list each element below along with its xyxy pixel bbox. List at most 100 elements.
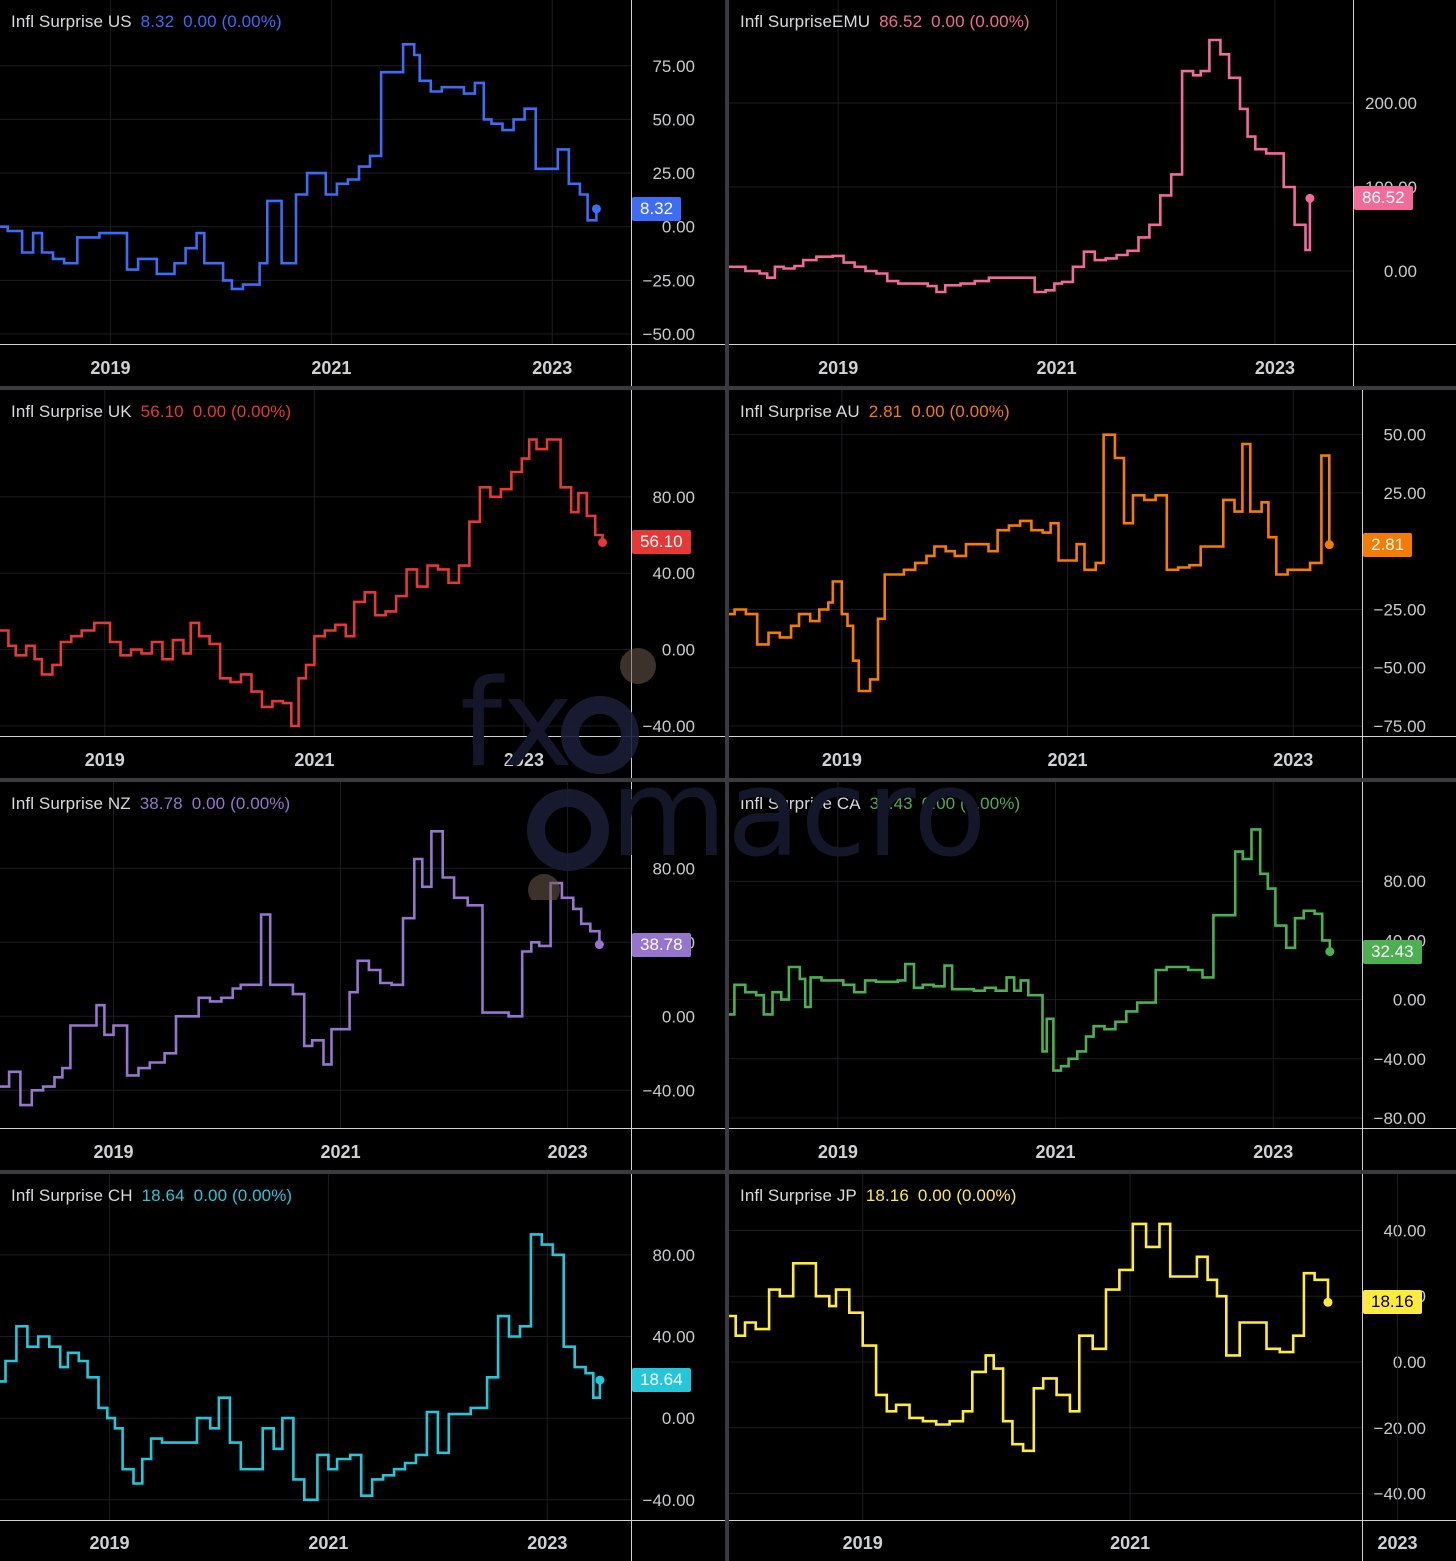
last-point-marker (595, 1375, 605, 1385)
y-tick-label: −40.00 (1374, 1050, 1426, 1069)
y-tick-label: 80.00 (652, 488, 695, 507)
x-tick-label: 2019 (818, 1142, 858, 1162)
change-value: 0.00 (921, 794, 956, 813)
legend: Infl Surprise CA 32.43 0.00 (0.00%) (740, 794, 1020, 814)
y-tick-label: 80.00 (1383, 872, 1426, 891)
symbol-name: Infl Surprise NZ (11, 794, 131, 813)
last-value: 8.32 (140, 12, 175, 31)
x-tick-label: 2019 (90, 358, 130, 378)
last-point-marker (1325, 947, 1335, 957)
last-point-marker (591, 204, 601, 214)
y-tick-label: 0.00 (662, 1007, 695, 1026)
chart-svg: 50.00 25.00 −25.00 −50.00 −75.00 2019 2021 2023 (729, 390, 1456, 778)
x-tick-label: 2019 (85, 750, 125, 770)
x-tick-label: 2023 (1273, 750, 1313, 770)
change-percent: (0.00%) (221, 12, 282, 31)
last-value: 86.52 (879, 12, 923, 31)
x-tick-label: 2021 (1037, 358, 1077, 378)
y-tick-label: 40.00 (1383, 1221, 1426, 1240)
last-value: 38.78 (139, 794, 183, 813)
y-tick-label: 40.00 (652, 1327, 695, 1346)
last-value: 32.43 (869, 794, 913, 813)
y-tick-label: 0.00 (1393, 1353, 1426, 1372)
x-tick-label: 2021 (1036, 1142, 1076, 1162)
x-tick-label: 2023 (548, 1142, 588, 1162)
series-line (729, 828, 1332, 1072)
y-tick-label: −25.00 (1374, 600, 1426, 619)
y-tick-label: −40.00 (643, 1081, 695, 1100)
change-value: 0.00 (911, 402, 945, 421)
change-value: 0.00 (917, 1186, 952, 1205)
x-tick-label: 2023 (532, 358, 572, 378)
symbol-name: Infl SurpriseEMU (740, 12, 871, 31)
series-line (729, 38, 1312, 294)
x-tick-label: 2023 (1255, 358, 1295, 378)
y-tick-label: −40.00 (1374, 1485, 1426, 1504)
change-percent: (0.00%) (230, 794, 291, 813)
x-tick-label: 2019 (818, 358, 858, 378)
series-line (0, 830, 601, 1107)
y-tick-label: 0.00 (662, 218, 695, 237)
chart-panel-uk[interactable]: 80.00 40.00 0.00 −40.00 2019 2021 2023 Infl Su… (0, 390, 725, 778)
change-value: 0.00 (193, 1186, 228, 1205)
change-value: 0.00 (183, 12, 217, 31)
last-value: 2.81 (868, 402, 903, 421)
symbol-name: Infl Surprise CH (11, 1186, 133, 1205)
x-tick-label: 2019 (89, 1533, 129, 1553)
x-tick-label: 2021 (311, 358, 351, 378)
change-percent: (0.00%) (949, 402, 1010, 421)
y-tick-label: 25.00 (1383, 484, 1426, 503)
series-line (729, 433, 1331, 693)
last-price-badge: 18.16 (1363, 1290, 1422, 1315)
y-tick-label: −40.00 (643, 717, 695, 736)
x-tick-label: 2021 (1048, 750, 1088, 770)
x-tick-label: 2021 (294, 750, 334, 770)
last-price-badge: 2.81 (1363, 532, 1413, 557)
symbol-name: Infl Surprise US (11, 12, 132, 31)
x-tick-label: 2019 (843, 1533, 883, 1553)
legend: Infl Surprise UK 56.10 0.00 (0.00%) (11, 402, 291, 422)
y-tick-label: 0.00 (1384, 262, 1417, 281)
y-tick-label: 75.00 (652, 57, 695, 76)
symbol-name: Infl Surprise AU (740, 402, 860, 421)
change-value: 0.00 (191, 794, 226, 813)
last-value: 56.10 (140, 402, 184, 421)
last-price-badge: 8.32 (632, 196, 682, 221)
x-tick-label: 2019 (822, 750, 862, 770)
legend: Infl Surprise JP 18.16 0.00 (0.00%) (740, 1186, 1016, 1206)
y-tick-label: 40.00 (652, 564, 695, 583)
last-price-badge: 18.64 (632, 1368, 691, 1393)
symbol-name: Infl Surprise JP (740, 1186, 857, 1205)
series-line (0, 438, 604, 728)
chart-svg: 80.00 40.00 0.00 −40.00 2019 2021 2023 (0, 390, 725, 778)
y-tick-label: 80.00 (652, 1246, 695, 1265)
last-price-badge: 38.78 (632, 932, 691, 957)
last-point-marker (598, 537, 608, 547)
y-tick-label: 0.00 (1393, 991, 1426, 1010)
last-value: 18.64 (141, 1186, 185, 1205)
chart-panel-ch[interactable]: 80.00 40.00 0.00 −40.00 2019 2021 2023 Infl Su… (0, 1174, 725, 1561)
y-tick-label: 200.00 (1365, 94, 1417, 113)
legend: Infl Surprise NZ 38.78 0.00 (0.00%) (11, 794, 290, 814)
legend: Infl Surprise CH 18.64 0.00 (0.00%) (11, 1186, 292, 1206)
change-percent: (0.00%) (969, 12, 1030, 31)
x-tick-label: 2021 (1110, 1533, 1150, 1553)
y-tick-label: −40.00 (643, 1491, 695, 1510)
chart-panel-au[interactable]: 50.00 25.00 −25.00 −50.00 −75.00 2019 2021 2023… (729, 390, 1456, 778)
y-tick-label: 80.00 (652, 859, 695, 878)
x-tick-label: 2023 (1377, 1533, 1417, 1553)
chart-svg: 75.00 50.00 25.00 0.00 −25.00 −50.00 2019 2021 2… (0, 0, 725, 386)
y-tick-label: −50.00 (1374, 659, 1426, 678)
last-price-badge: 32.43 (1363, 939, 1422, 964)
chart-panel-us[interactable]: 75.00 50.00 25.00 0.00 −25.00 −50.00 2019 2021 2… (0, 0, 725, 386)
chart-svg: 80.00 40.00 0.00 −40.00 2019 2021 2023 (0, 1174, 725, 1561)
change-percent: (0.00%) (231, 1186, 293, 1205)
change-value: 0.00 (192, 402, 227, 421)
